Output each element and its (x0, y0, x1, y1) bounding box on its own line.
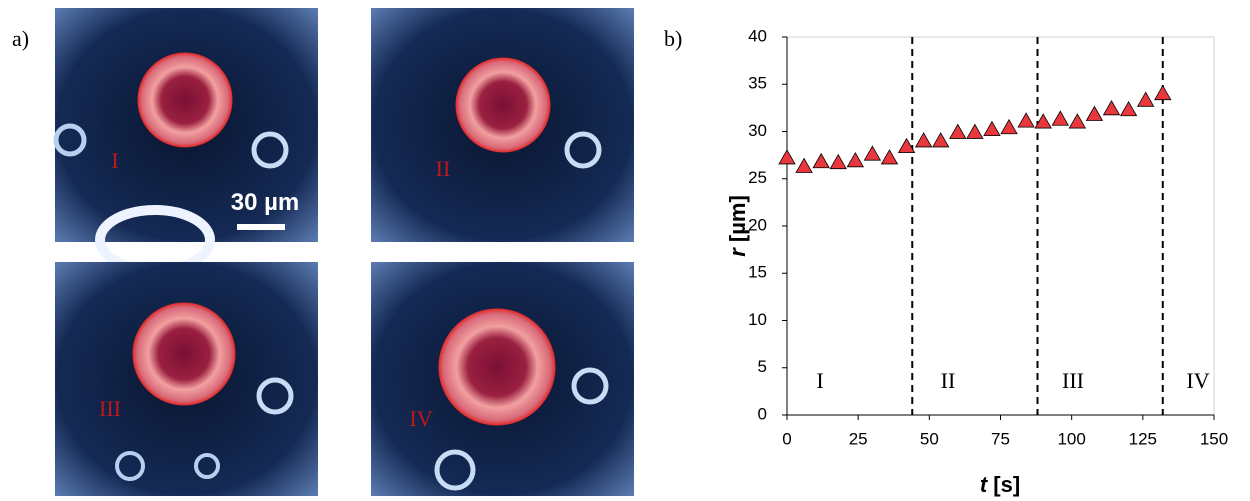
x-tick-label: 75 (991, 429, 1010, 448)
data-point (1018, 113, 1034, 127)
data-point (950, 124, 966, 138)
plot-frame (787, 37, 1214, 415)
y-tick-label: 15 (748, 263, 767, 282)
phase-label: II (941, 368, 956, 393)
data-point (1155, 86, 1171, 100)
data-point (864, 146, 880, 160)
data-point (967, 124, 983, 138)
x-label-symbol: t (980, 472, 989, 497)
y-tick-label: 25 (748, 168, 767, 187)
data-point (830, 155, 846, 169)
y-axis-label: r [µm] (725, 195, 750, 257)
data-point (1086, 106, 1102, 120)
x-tick-label: 50 (920, 429, 939, 448)
y-tick-label: 40 (748, 26, 767, 45)
x-axis-label: t [s] (980, 472, 1020, 497)
scale-bar (237, 224, 285, 230)
image-label: II (436, 156, 451, 181)
panel-label: b) (664, 26, 682, 51)
data-point (796, 158, 812, 172)
data-point (1069, 114, 1085, 128)
data-point (881, 150, 897, 164)
y-tick-label: 35 (748, 74, 767, 93)
data-point (1052, 111, 1068, 125)
data-point (847, 153, 863, 167)
y-label-symbol: r (725, 247, 750, 257)
phase-label: IV (1186, 368, 1209, 393)
x-label-unit: [s] (993, 472, 1020, 497)
data-point (1104, 101, 1120, 115)
micrograph (55, 262, 318, 496)
data-point (933, 133, 949, 147)
data-point (779, 150, 795, 164)
y-tick-label: 10 (748, 310, 767, 329)
data-point (916, 133, 932, 147)
phase-label: I (816, 368, 823, 393)
x-tick-label: 150 (1200, 429, 1228, 448)
micrograph (371, 262, 634, 496)
y-tick-label: 30 (748, 121, 767, 140)
x-tick-label: 25 (849, 429, 868, 448)
data-point (1121, 102, 1137, 116)
data-point (984, 122, 1000, 136)
chart: t [s] r [µm] 0 5 10 15 20 25 30 35 40 0 25 50 75 100 1… (725, 26, 1228, 497)
data-point (1001, 120, 1017, 134)
image-label: III (99, 396, 121, 421)
y-tick-label: 0 (758, 404, 767, 423)
phase-label: III (1062, 368, 1084, 393)
scale-bar-label: 30 µm (231, 189, 300, 216)
data-point (813, 154, 829, 168)
x-tick-label: 100 (1057, 429, 1085, 448)
figure: a) b) I II III IV 30 µm t [s] r [µm] 051… (0, 0, 1250, 501)
x-tick-label: 125 (1129, 429, 1157, 448)
y-tick-label: 20 (748, 215, 767, 234)
panel-label: a) (12, 26, 29, 51)
micrograph (55, 8, 318, 270)
data-point (1138, 92, 1154, 106)
micrograph (371, 8, 634, 242)
x-tick-label: 0 (782, 429, 791, 448)
y-label-unit: [µm] (725, 195, 750, 242)
image-label: I (111, 148, 118, 173)
image-label: IV (409, 406, 432, 431)
y-tick-label: 5 (758, 357, 767, 376)
